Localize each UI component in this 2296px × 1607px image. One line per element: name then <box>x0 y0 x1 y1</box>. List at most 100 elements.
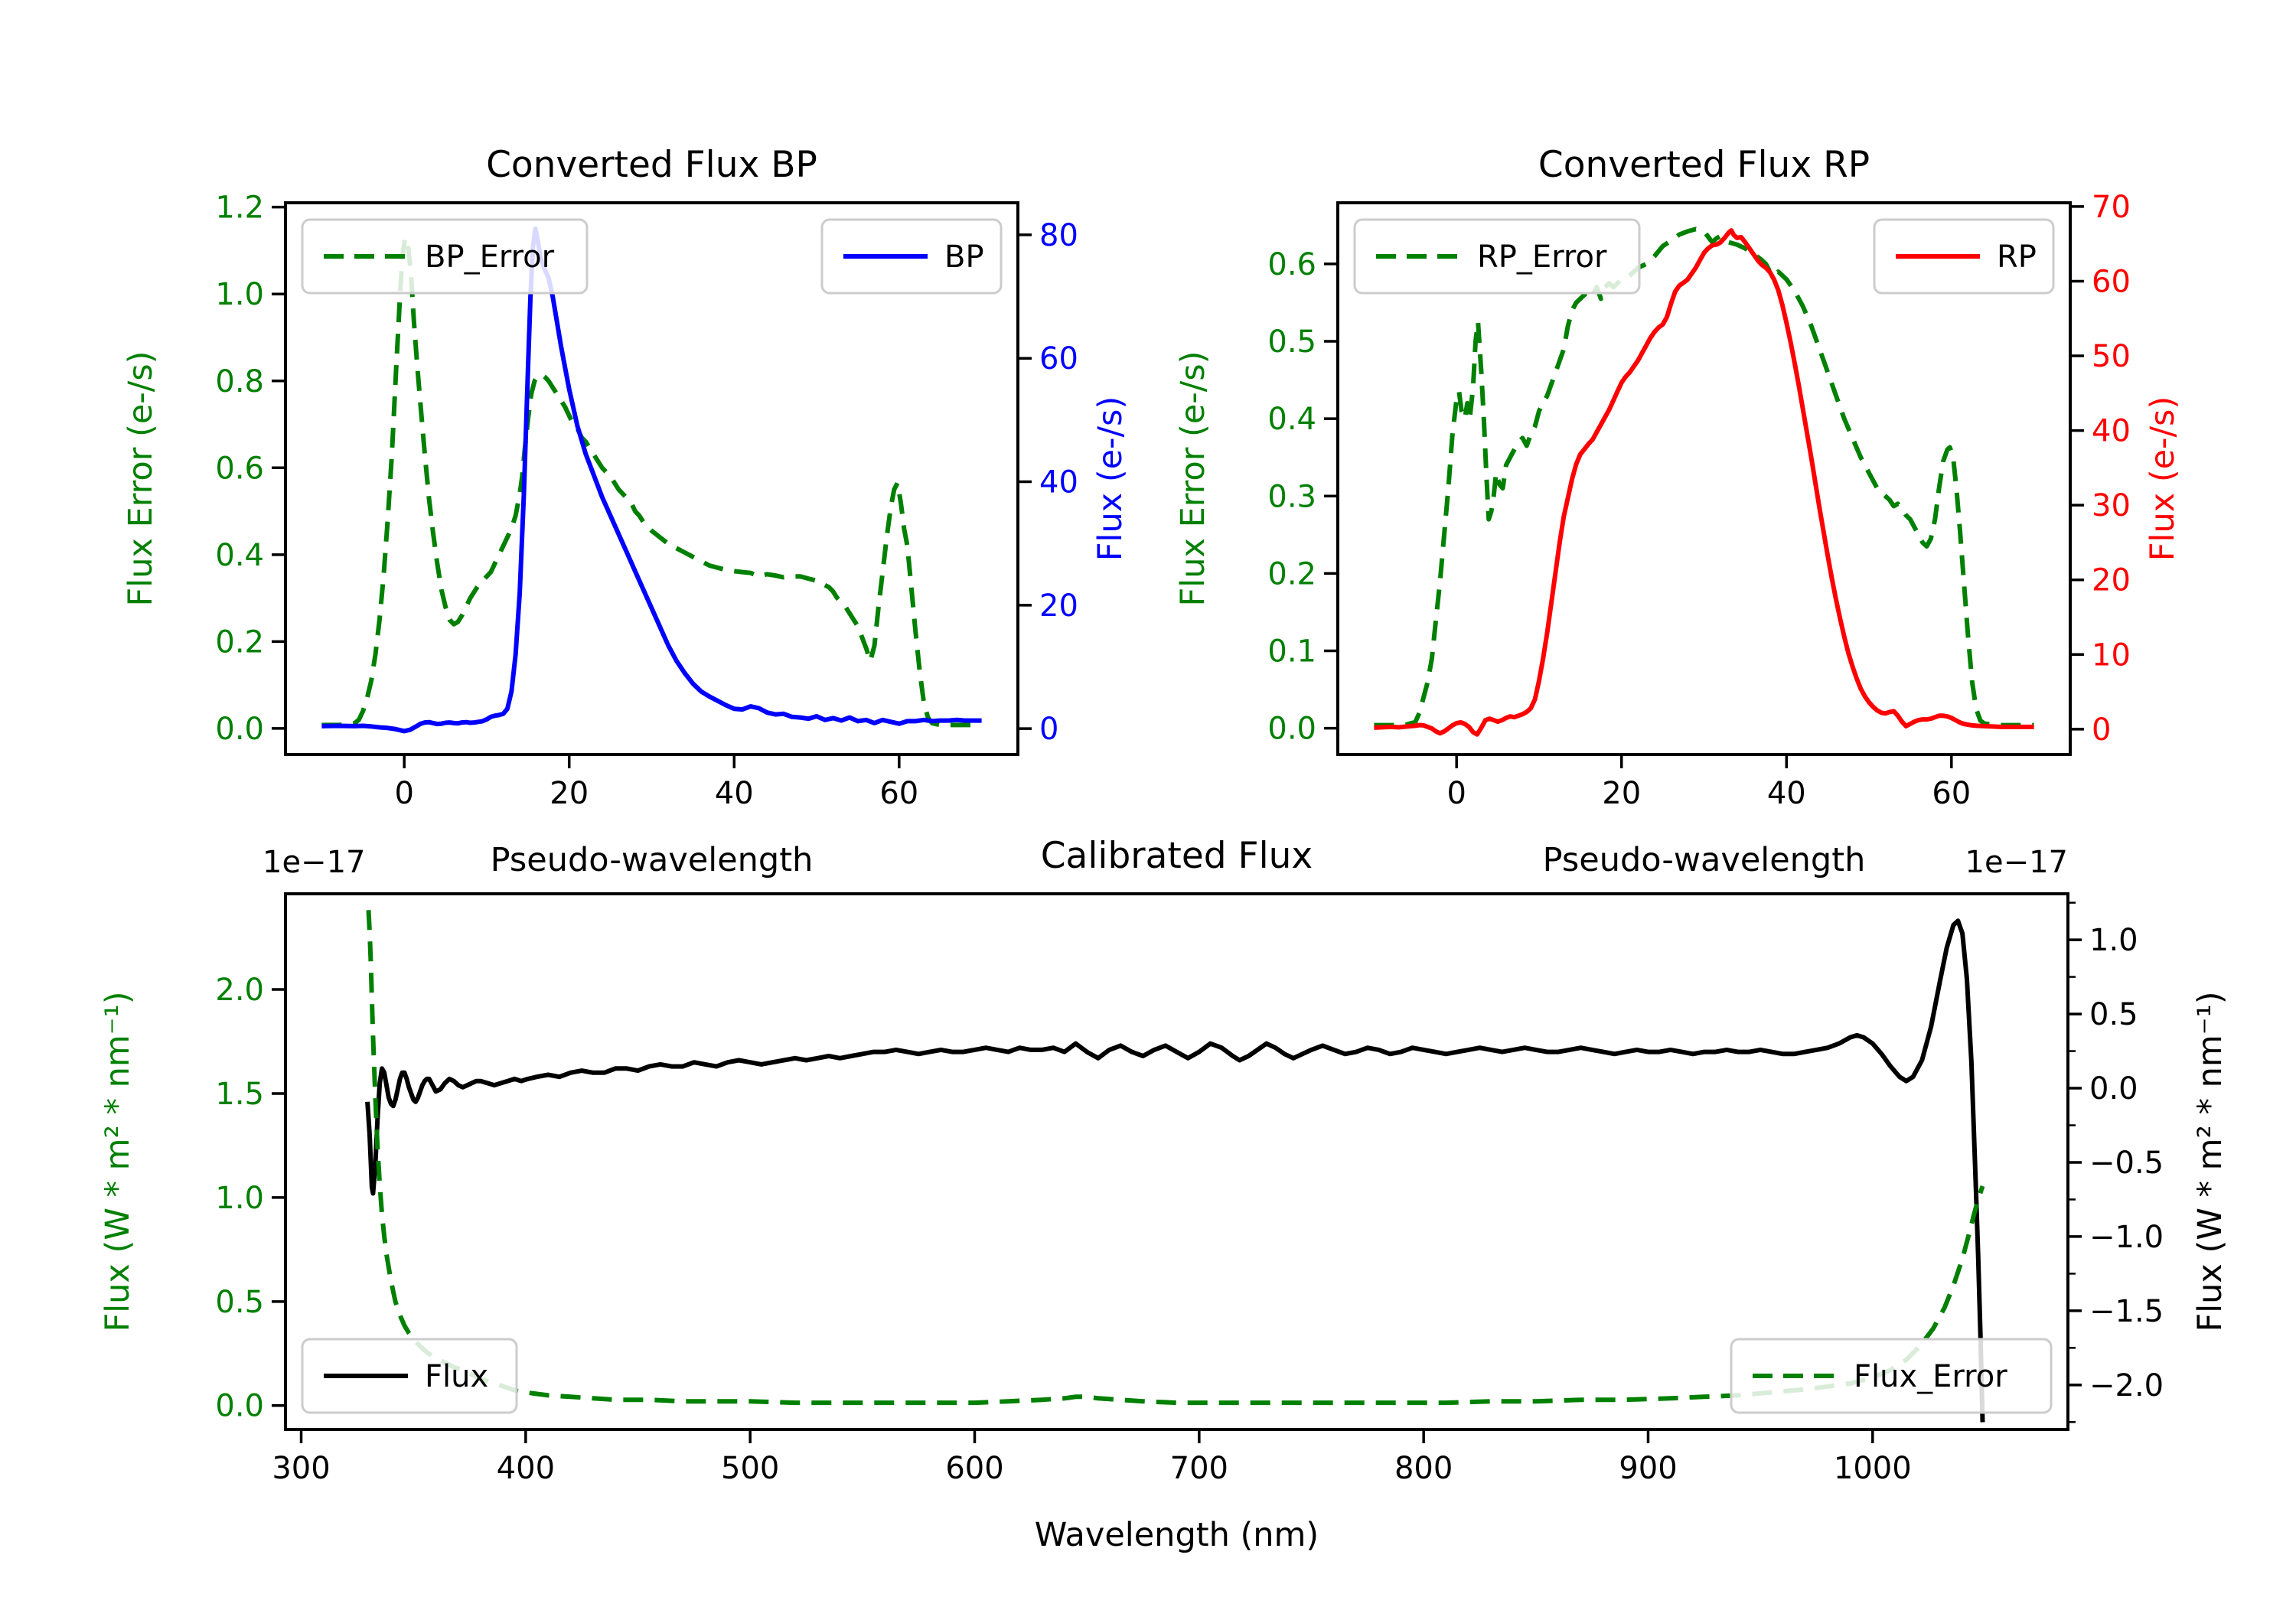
flux-line <box>365 918 1985 1423</box>
y-tick-label-left: 0.1 <box>1267 634 1316 669</box>
legend-box <box>301 218 589 295</box>
legend-label: BP_Error <box>425 240 555 275</box>
y-tick-label-right: 60 <box>2092 264 2131 299</box>
subplot-title: Converted Flux BP <box>486 144 817 186</box>
x-tick-label: 1000 <box>1834 1451 1912 1486</box>
y-tick-label-right: 0.0 <box>2089 1071 2138 1107</box>
x-tick-label: 0 <box>1446 776 1466 811</box>
y-tick-label-left: 0.8 <box>215 364 264 399</box>
y-axis-left-ticks: 0.0 0.5 1.0 1.5 2.0 <box>215 973 285 1424</box>
y-tick-label-right: −1.5 <box>2089 1294 2164 1329</box>
legend-label: BP <box>944 240 984 275</box>
subplot-0: 0 20 40 60 0.0 0.2 0.4 0.6 0.8 1.0 1.2 0 20 40 60 80 Con… <box>122 144 1130 879</box>
y-tick-label-left: 0.4 <box>215 538 264 573</box>
legend-bp: BP <box>820 218 1003 295</box>
y-axis-left-ticks: 0.0 0.2 0.4 0.6 0.8 1.0 1.2 <box>215 191 285 747</box>
y-tick-label-right: 30 <box>2092 488 2131 523</box>
x-tick-label: 800 <box>1394 1451 1453 1486</box>
legend-label: RP <box>1997 240 2037 275</box>
y-tick-label-right: 0.5 <box>2089 997 2138 1032</box>
x-tick-label: 700 <box>1170 1451 1228 1486</box>
y-tick-label-left: 0.2 <box>215 624 264 660</box>
y-tick-label-right: 50 <box>2092 339 2131 374</box>
x-tick-label: 400 <box>497 1451 555 1486</box>
x-tick-label: 60 <box>879 776 918 811</box>
x-axis-label: Wavelength (nm) <box>1035 1516 1319 1554</box>
y-tick-label-left: 0.6 <box>215 451 264 486</box>
y-axis-right-ticks: 0 10 20 30 40 50 60 70 <box>2070 190 2131 748</box>
rp-error-line <box>1374 227 2034 728</box>
y-axis-label-left: Flux Error (e-/s) <box>1174 351 1212 607</box>
x-axis-label: Pseudo-wavelength <box>491 841 814 879</box>
bp-error-line <box>321 235 982 728</box>
x-tick-label: 0 <box>394 776 413 811</box>
y-tick-label-left: 0.5 <box>1267 324 1316 360</box>
y-tick-label-right: −2.0 <box>2089 1368 2164 1403</box>
y-tick-label-right: 80 <box>1039 218 1078 253</box>
subplot-1: 0 20 40 60 0.0 0.1 0.2 0.3 0.4 0.5 0.6 0 10 20 30 40 50 6… <box>1174 144 2182 879</box>
legend-rp: RP <box>1873 218 2055 295</box>
axis-offset-text-right: 1e−17 <box>1965 845 2068 880</box>
y-axis-label-left: Flux Error (e-/s) <box>122 351 160 607</box>
y-axis-label-right: Flux (W * m² * nm⁻¹) <box>2191 992 2229 1332</box>
y-tick-label-right: 70 <box>2092 190 2131 225</box>
legend-bp-error: BP_Error <box>301 218 589 295</box>
x-tick-label: 20 <box>1602 776 1641 811</box>
y-tick-label-right: 1.0 <box>2089 923 2138 958</box>
axes-frame <box>284 201 1019 756</box>
x-axis-ticks: 300 400 500 600 700 800 900 1000 <box>272 1429 1912 1486</box>
y-tick-label-left: 0.0 <box>215 712 264 747</box>
x-axis-ticks: 0 20 40 60 <box>394 755 918 811</box>
y-tick-label-right: 40 <box>1039 465 1078 500</box>
x-axis-ticks: 0 20 40 60 <box>1446 755 1971 811</box>
subplot-2: 300 400 500 600 700 800 900 1000 0.0 0.5 1.0 1.5 2.0… <box>99 835 2229 1554</box>
y-axis-label-right: Flux (e-/s) <box>1091 396 1130 561</box>
axes-frame <box>1336 201 2072 756</box>
y-tick-label-left: 1.0 <box>215 1181 264 1216</box>
rp-line <box>1374 228 2034 737</box>
y-tick-label-right: 10 <box>2092 637 2131 673</box>
legend-flux: Flux <box>301 1338 518 1414</box>
y-tick-label-left: 0.0 <box>215 1389 264 1424</box>
y-tick-label-left: 0.5 <box>215 1285 264 1320</box>
y-tick-label-left: 0.3 <box>1267 479 1316 514</box>
x-tick-label: 600 <box>945 1451 1003 1486</box>
y-tick-label-right: 60 <box>1039 341 1078 376</box>
y-tick-label-right: 0 <box>1039 712 1058 747</box>
y-tick-label-right: −0.5 <box>2089 1146 2164 1181</box>
y-tick-label-left: 1.0 <box>215 277 264 312</box>
y-axis-right-ticks: 0 20 40 60 80 <box>1018 218 1078 747</box>
bp-line <box>321 226 982 734</box>
y-tick-label-left: 0.4 <box>1267 402 1316 437</box>
legend-box <box>1730 1338 2053 1414</box>
y-axis-label-right: Flux (e-/s) <box>2144 396 2182 561</box>
y-tick-label-left: 1.2 <box>215 191 264 226</box>
legend-flux-error: Flux_Error <box>1730 1338 2053 1414</box>
subplot-title: Calibrated Flux <box>1041 835 1313 877</box>
y-tick-label-left: 1.5 <box>215 1077 264 1112</box>
x-tick-label: 900 <box>1619 1451 1677 1486</box>
legend-label: Flux <box>425 1359 488 1394</box>
y-tick-label-right: −1.0 <box>2089 1220 2164 1255</box>
y-tick-label-left: 0.0 <box>1267 712 1316 747</box>
y-axis-label-left: Flux (W * m² * nm⁻¹) <box>99 992 137 1332</box>
y-tick-label-right: 20 <box>1039 588 1078 624</box>
x-tick-label: 300 <box>272 1451 330 1486</box>
axes-background <box>1338 203 2070 755</box>
x-tick-label: 20 <box>550 776 589 811</box>
legend-rp-error: RP_Error <box>1353 218 1641 295</box>
x-tick-label: 40 <box>715 776 754 811</box>
x-tick-label: 40 <box>1767 776 1806 811</box>
x-tick-label: 60 <box>1932 776 1971 811</box>
y-axis-left-ticks: 0.0 0.1 0.2 0.3 0.4 0.5 0.6 <box>1267 247 1338 747</box>
legend-box <box>301 1338 518 1414</box>
y-tick-label-right: 40 <box>2092 414 2131 449</box>
x-axis-label: Pseudo-wavelength <box>1543 841 1866 879</box>
y-axis-right-ticks: −2.0 −1.5 −1.0 −0.5 0.0 0.5 1.0 <box>2068 901 2164 1423</box>
legend-box <box>1353 218 1641 295</box>
y-tick-label-left: 2.0 <box>215 973 264 1008</box>
y-tick-label-left: 0.6 <box>1267 247 1316 282</box>
y-tick-label-right: 0 <box>2092 712 2111 748</box>
